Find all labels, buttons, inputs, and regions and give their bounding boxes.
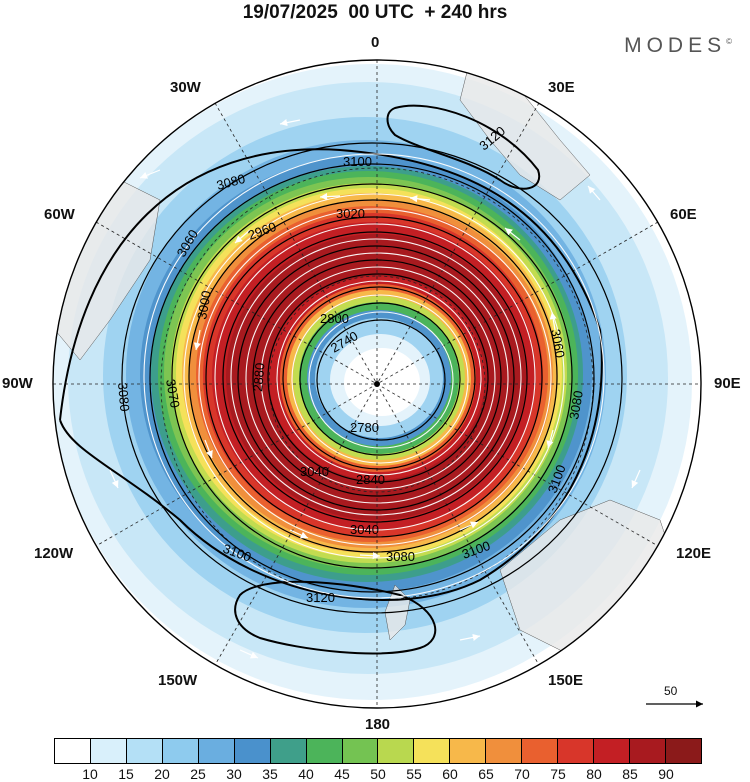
lon-label-150w: 150W [158,672,198,689]
colorbar-tick-label: 25 [190,766,206,782]
colorbar-tick-label: 50 [370,766,386,782]
colorbar-swatch [486,739,523,763]
contour-label: 3040 [350,522,379,537]
contour-label: 2800 [320,311,349,326]
colorbar-swatch [342,739,379,763]
wind-arrows [109,119,641,659]
colorbar-tick-label: 30 [226,766,242,782]
colorbar-swatch [306,739,343,763]
contour-label: 3020 [336,206,365,221]
colorbar [54,738,702,764]
colorbar-swatch [522,739,559,763]
reference-vector-label: 50 [664,684,678,698]
colorbar-tick-label: 60 [442,766,458,782]
colorbar-swatch [270,739,307,763]
map-boundary [52,59,702,709]
colorbar-swatch [558,739,595,763]
pole-marker [374,381,380,387]
colorbar-swatch [414,739,451,763]
colorbar-tick-label: 75 [550,766,566,782]
copyright-mark: © [726,37,732,46]
lon-label-0: 0 [371,34,380,51]
colorbar-tick-label: 80 [586,766,602,782]
contour-label: 3060 [548,328,568,359]
contour-3120-high-ne [386,104,541,190]
colorbar-swatch [234,739,271,763]
colorbar-tick-label: 40 [298,766,314,782]
lon-label-90e: 90E [714,375,741,392]
colorbar-swatch [594,739,630,763]
contour-label: 3000 [194,289,214,320]
colorbar-swatch [198,739,235,763]
brand-logo: MODES© [624,34,732,58]
contour-label: 3040 [300,464,329,479]
lon-label-30w: 30W [170,79,201,96]
colorbar-swatch [630,739,666,763]
contour-label: 3080 [115,382,132,412]
contour-label: 3100 [343,154,372,169]
lon-label-180: 180 [365,716,391,733]
contour-3100-outer [59,148,603,601]
colorbar-swatch [378,739,415,763]
landmass-africa [459,60,591,201]
colorbar-swatch [126,739,163,763]
contour-label: 2880 [250,362,267,392]
contour-label: 3120 [306,590,335,605]
colorbar-tick-label: 35 [262,766,278,782]
colorbar-tick-label: 55 [406,766,422,782]
lon-label-60e: 60E [670,206,697,223]
contour-label: 3070 [163,378,183,409]
contour-label: 3080 [566,389,586,420]
contour-3120-high-s [234,580,437,655]
height-contours [121,142,623,614]
contour-label: 3080 [215,171,247,193]
colorbar-swatch [665,739,701,763]
colorbar-tick-label: 85 [622,766,638,782]
brand-text: MODES [624,34,727,57]
colorbar-ticks: 10 15 20 25 30 35 40 45 50 55 60 65 70 75 80 85 90 [54,766,702,782]
colorbar-tick-label: 65 [478,766,494,782]
colorbar-tick-label: 70 [514,766,530,782]
lon-label-150e: 150E [548,672,584,689]
lon-label-60w: 60W [44,206,75,223]
lon-label-120e: 120E [676,545,712,562]
colorbar-tick-label: 45 [334,766,350,782]
colorbar-tick-label: 15 [118,766,134,782]
lon-label-90w: 90W [2,375,33,392]
colorbar-swatch [55,739,91,763]
speed-band-core [344,348,420,416]
colorbar-swatch [90,739,127,763]
colorbar-tick-label: 90 [658,766,674,782]
contour-label: 2840 [356,472,385,487]
lon-label-120w: 120W [34,545,74,562]
contour-label: 2780 [350,420,379,435]
contour-label: 3080 [386,549,415,564]
colorbar-tick-label: 10 [82,766,98,782]
colorbar-swatch [162,739,199,763]
colorbar-tick-label: 20 [154,766,170,782]
colorbar-swatch [450,739,487,763]
map-title: 19/07/2025 00 UTC + 240 hrs [242,2,508,23]
lon-label-30e: 30E [548,79,575,96]
